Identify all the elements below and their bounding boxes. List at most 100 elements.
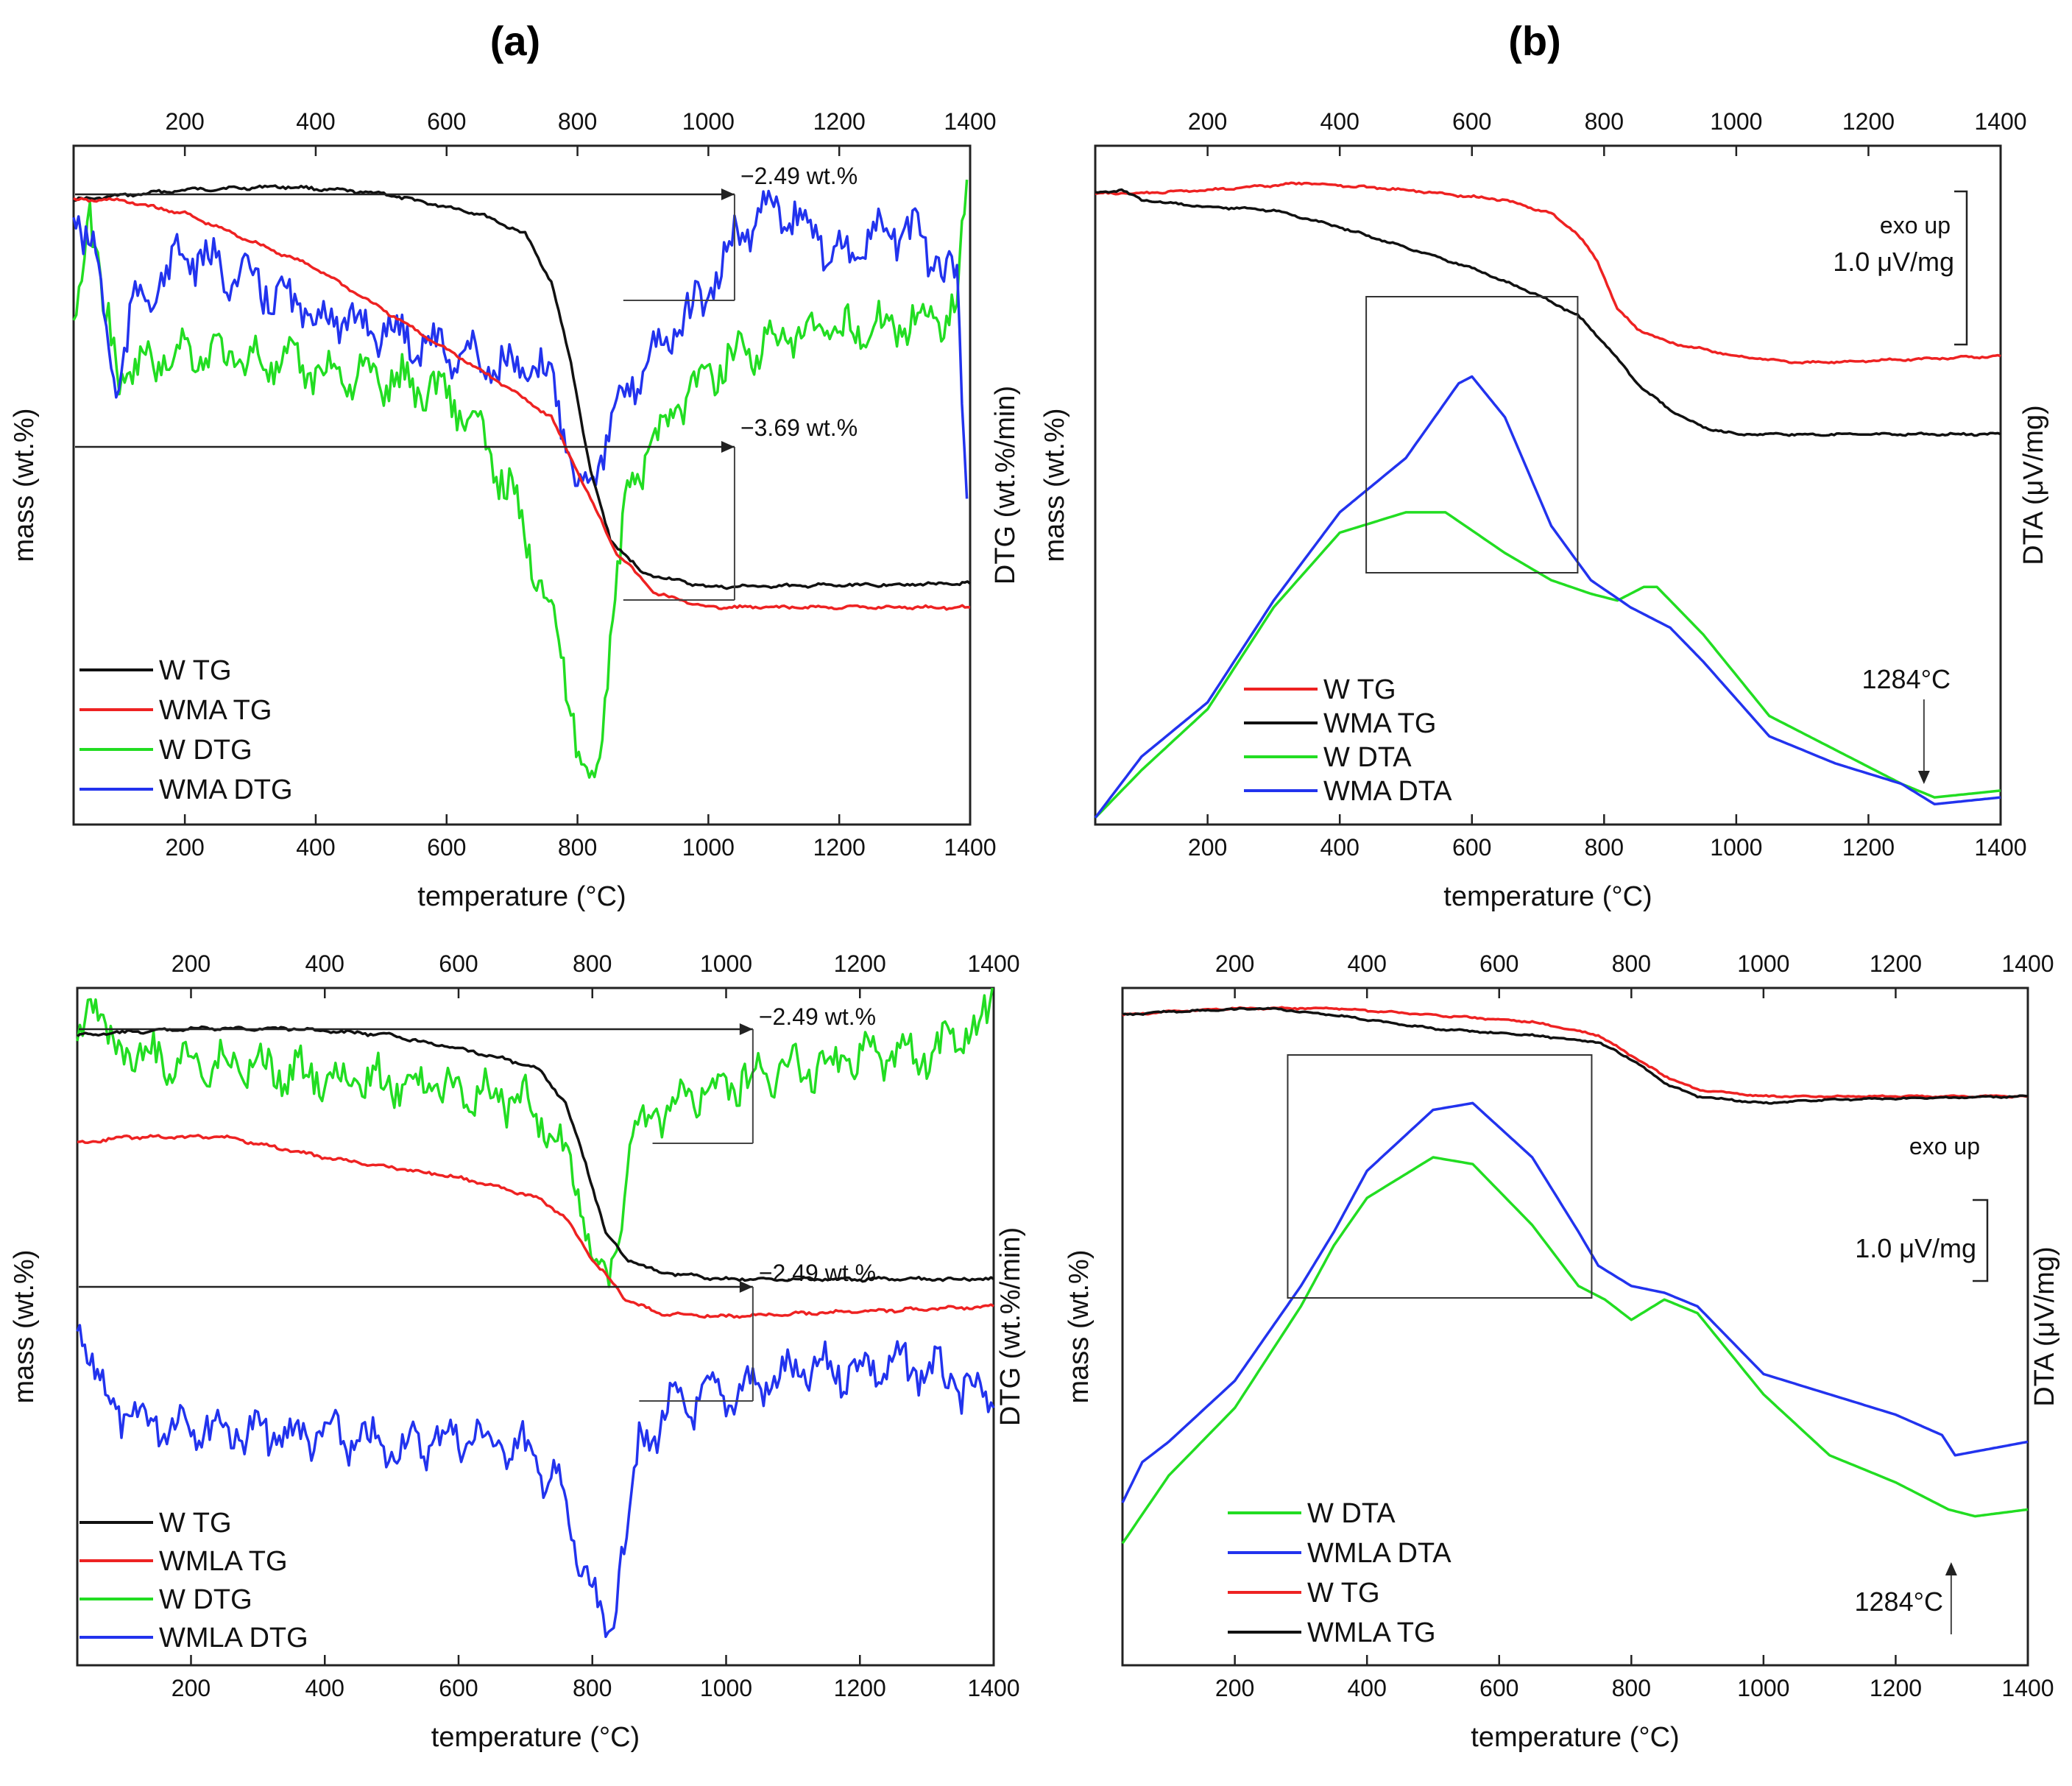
chart-b2: 200 200 400 400 600 600 800 800 1000 1000 1200 1200… [1064,950,2060,1753]
legend-label: WMLA TG [1307,1617,1436,1648]
x-tick-label: 200 [165,834,204,861]
x-top-tick-label: 800 [573,950,612,977]
y-axis-label-right: DTG (wt.%/min) [990,386,1021,585]
x-tick-label: 200 [1188,834,1227,861]
annotation-text: −2.49 wt.% [759,1260,876,1286]
x-tick-label: 800 [1585,834,1624,861]
series-line-w-tg [1095,181,2001,365]
legend-label: W DTA [1323,742,1412,773]
x-top-tick-label: 200 [1188,108,1227,135]
x-tick-label: 400 [1347,1675,1386,1701]
x-tick-label: 600 [439,1675,478,1701]
x-tick-label: 1000 [682,834,735,861]
x-tick-label: 1200 [813,834,866,861]
x-top-tick-label: 200 [172,950,211,977]
y-axis-label-right: DTG (wt.%/min) [995,1227,1026,1426]
x-tick-label: 800 [573,1675,612,1701]
arrow-head [721,441,735,453]
zoom-box [1287,1054,1593,1299]
annotation-text: −3.69 wt.% [740,414,858,441]
legend-label: WMLA DTG [159,1623,308,1653]
x-tick-label: 1000 [1737,1675,1789,1701]
panel-title-b: (b) [1508,18,1561,64]
x-top-tick-label: 400 [1320,108,1359,135]
arrow-head [721,188,735,200]
x-tick-label: 1200 [1842,834,1895,861]
arrow-head [739,1281,753,1293]
x-top-tick-label: 1200 [834,950,886,977]
x-tick-label: 600 [1452,834,1491,861]
x-tick-label: 1000 [1710,834,1762,861]
x-top-tick-label: 400 [305,950,344,977]
x-top-tick-label: 600 [439,950,478,977]
x-axis-label: temperature (°C) [1443,881,1652,912]
scale-bar [1954,190,1968,346]
annotation-text: exo up [1909,1133,1980,1160]
legend-label: W TG [1323,674,1396,705]
y-axis-label-right: DTA (μV/mg) [2029,1246,2060,1407]
plot-frame [72,144,972,826]
x-top-tick-label: 1200 [1870,950,1922,977]
x-top-tick-label: 800 [1585,108,1624,135]
y-axis-label-left: mass (wt.%) [1064,1250,1095,1404]
x-tick-label: 800 [558,834,597,861]
series-line-w-tg [1122,1006,2028,1099]
x-tick-label: 200 [172,1675,211,1701]
x-top-tick-label: 600 [1479,950,1518,977]
x-tick-label: 1200 [834,1675,886,1701]
series-line-wmla-tg [77,1134,994,1319]
annotation-text: 1284°C [1855,1586,1943,1617]
series-line-wmla-tg [1122,1006,2029,1105]
scale-bar [1973,1199,1989,1282]
series-line-wma-tg [1095,188,2001,437]
x-axis-label: temperature (°C) [417,881,626,912]
x-tick-label: 400 [1320,834,1359,861]
annotation-text: 1.0 μV/mg [1833,247,1954,277]
x-top-tick-label: 1000 [700,950,752,977]
legend-label: W TG [1307,1578,1380,1609]
x-top-tick-label: 200 [1215,950,1254,977]
x-top-tick-label: 400 [1347,950,1386,977]
x-tick-label: 800 [1612,1675,1651,1701]
panel-title-a: (a) [490,18,540,64]
legend-label: WMLA TG [159,1546,288,1577]
y-axis-label-left: mass (wt.%) [1039,409,1070,562]
legend-label: WMA DTG [159,774,293,805]
x-top-tick-label: 1400 [967,950,1019,977]
annotation-text: −2.49 wt.% [759,1003,876,1030]
chart-b1: 200 200 400 400 600 600 800 800 1000 1000 1200 1200… [1039,108,2049,912]
x-top-tick-label: 1400 [1974,108,2026,135]
series-line-wma-dtg [72,189,969,499]
x-tick-label: 1400 [2001,1675,2054,1701]
legend-label: WMLA DTA [1307,1538,1452,1569]
series-line-w-dtg [76,987,994,1288]
plot-frame [1121,986,2029,1667]
series-line-w-dtg [72,179,969,779]
x-top-tick-label: 1200 [1842,108,1895,135]
x-tick-label: 1400 [944,834,996,861]
legend-label: W DTA [1307,1498,1396,1529]
x-top-tick-label: 1000 [1737,950,1789,977]
legend-label: WMA DTA [1323,776,1452,807]
arrow-head [739,1023,753,1035]
legend-label: WMA TG [1323,708,1436,739]
series-line-w-dta [1121,1156,2029,1545]
x-top-tick-label: 600 [427,108,466,135]
series-line-wmla-dtg [76,1324,995,1639]
legend-label: W DTG [159,1584,252,1615]
legend-label: WMA TG [159,695,272,726]
x-tick-label: 400 [305,1675,344,1701]
chart-a2: 200 200 400 400 600 600 800 800 1000 1000 1200 1200… [9,950,1026,1753]
legend-label: W TG [159,1508,232,1539]
annotation-text: exo up [1880,212,1951,239]
annotation-text: −2.49 wt.% [740,163,858,189]
annotation-text: 1284°C [1862,664,1951,694]
legend-label: W TG [159,655,232,686]
series-line-w-tg [73,184,972,590]
plot-frame [76,986,995,1667]
chart-a1: 200 200 400 400 600 600 800 800 1000 1000 1200 1200… [9,108,1021,912]
x-top-tick-label: 1000 [682,108,735,135]
x-tick-label: 600 [427,834,466,861]
legend-label: W DTG [159,735,252,766]
